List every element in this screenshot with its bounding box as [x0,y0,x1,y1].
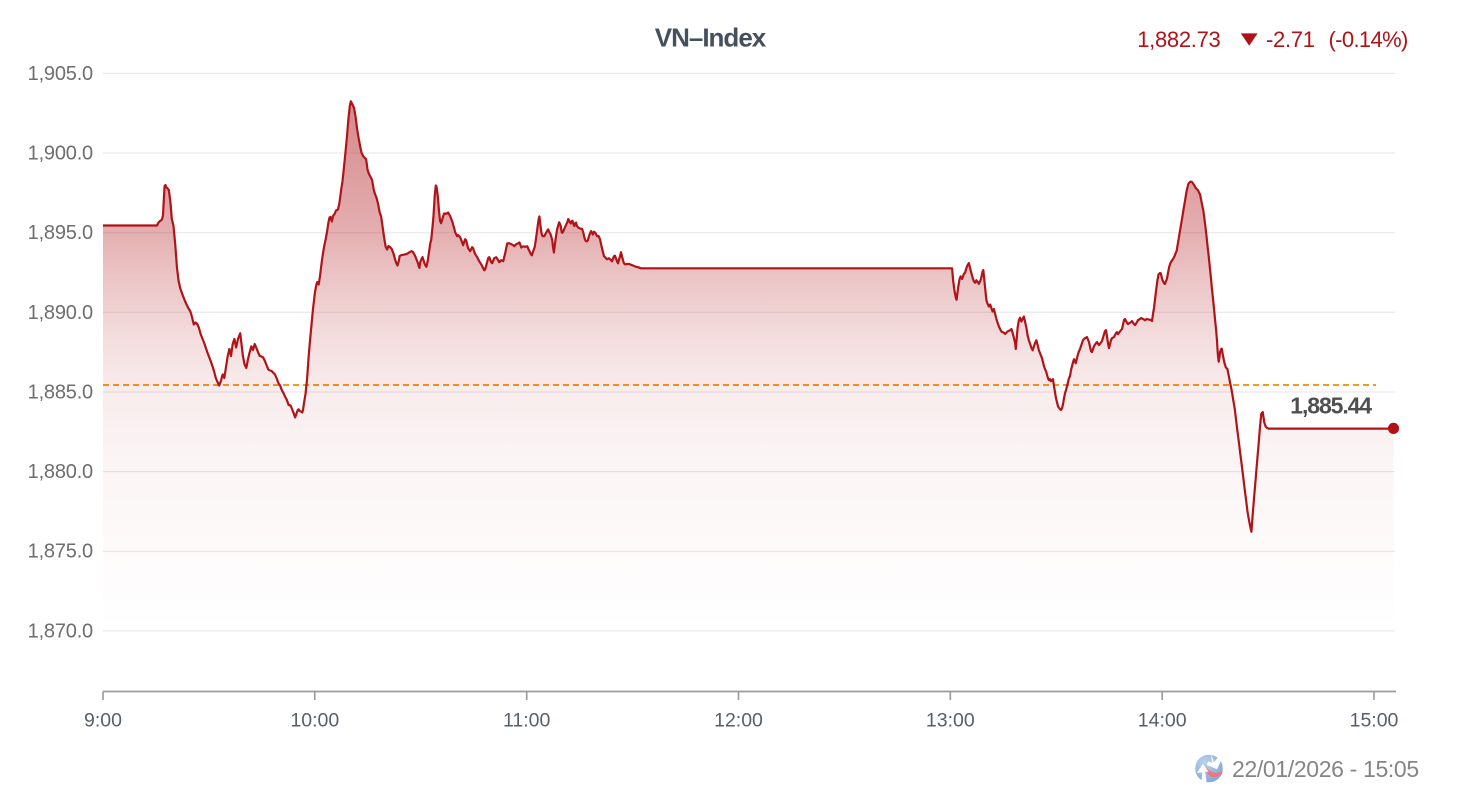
svg-text:1,900.0: 1,900.0 [28,143,93,165]
svg-text:1,885.0: 1,885.0 [28,382,93,404]
svg-text:12:00: 12:00 [714,710,763,732]
svg-text:14:00: 14:00 [1138,710,1187,732]
svg-text:11:00: 11:00 [503,710,551,732]
svg-text:15:00: 15:00 [1350,710,1399,732]
svg-text:1,875.0: 1,875.0 [28,541,93,563]
svg-text:-2.71: -2.71 [1266,27,1315,52]
svg-text:1,885.44: 1,885.44 [1290,393,1372,419]
svg-text:1,895.0: 1,895.0 [28,222,93,244]
svg-text:13:00: 13:00 [926,710,975,732]
svg-text:VN–Index: VN–Index [655,23,767,53]
svg-text:1,905.0: 1,905.0 [28,63,93,85]
svg-text:(-0.14%): (-0.14%) [1329,27,1408,52]
svg-text:9:00: 9:00 [84,710,122,732]
svg-text:22/01/2026 - 15:05: 22/01/2026 - 15:05 [1232,756,1419,782]
svg-text:1,890.0: 1,890.0 [28,302,93,324]
svg-text:1,880.0: 1,880.0 [28,461,93,483]
svg-text:1,882.73: 1,882.73 [1137,27,1220,52]
svg-text:10:00: 10:00 [290,710,339,732]
svg-text:1,870.0: 1,870.0 [28,620,93,642]
